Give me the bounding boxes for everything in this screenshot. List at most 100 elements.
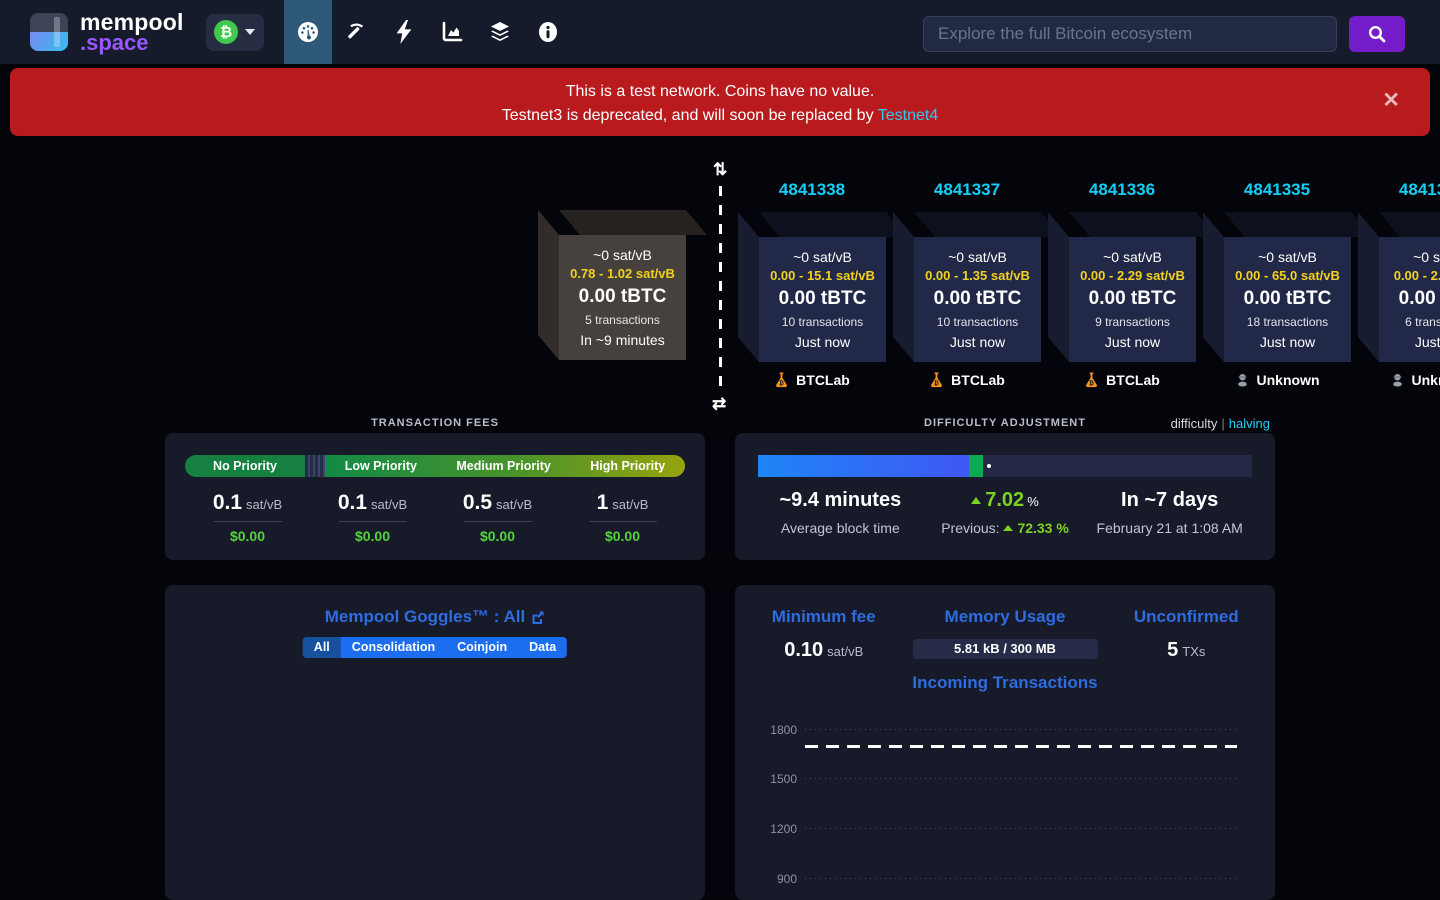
unconfirmed-unit: TXs (1182, 644, 1205, 659)
block-height-link[interactable]: 4841336 (1048, 180, 1196, 200)
memory-usage-label[interactable]: Memory Usage (913, 607, 1098, 627)
divider (339, 521, 407, 522)
nav-dashboard[interactable] (284, 0, 332, 64)
fee-usd: $0.00 (185, 528, 310, 544)
mempool-logo[interactable] (30, 13, 68, 51)
block-height-link[interactable]: 4841335 (1203, 180, 1351, 200)
block-face: ~0 sat/vB 0.00 - 15.1 sat/vB 0.00 tBTC 1… (759, 237, 886, 362)
retarget-date: February 21 at 1:08 AM (1087, 520, 1252, 536)
unknown-miner-icon (1235, 372, 1250, 388)
fee-unit: sat/vB (496, 497, 532, 512)
incoming-transactions-title[interactable]: Incoming Transactions (735, 673, 1275, 693)
block-tx-count: 10 transactions (937, 315, 1018, 329)
difficulty-change-col: 7.02% Previous: 72.33 % (923, 489, 1088, 536)
swap-horizontal-icon[interactable]: ⇄ (712, 394, 726, 414)
miner-link[interactable]: Unknown (1203, 372, 1351, 388)
mempool-fee-range: 0.78 - 1.02 sat/vB (570, 266, 675, 281)
search-area (923, 16, 1405, 52)
fee-unit: sat/vB (612, 497, 648, 512)
block-face: ~0 sat/vB 0.00 - 65.0 sat/vB 0.00 tBTC 1… (1224, 237, 1351, 362)
block-4841334[interactable]: 4841334 ~0 sat/vB 0.00 - 2.4 sat/vB 0.00… (1358, 212, 1440, 362)
minimum-fee-value: 0.10 (784, 639, 823, 661)
nav-about[interactable] (524, 0, 572, 64)
cube-top-face (1069, 212, 1217, 237)
goggles-title-link[interactable]: Mempool Goggles™ : All (165, 607, 705, 627)
unconfirmed-label[interactable]: Unconfirmed (1098, 607, 1276, 627)
goggles-filter-coinjoin[interactable]: Coinjoin (446, 637, 518, 658)
block-fee-range: 0.00 - 15.1 sat/vB (770, 268, 875, 283)
block-4841335[interactable]: 4841335 ~0 sat/vB 0.00 - 65.0 sat/vB 0.0… (1203, 212, 1351, 362)
testnet4-link[interactable]: Testnet4 (878, 107, 938, 124)
fee-bar-stripes (305, 455, 325, 477)
stats-row: Minimum fee 0.10sat/vB Memory Usage 5.81… (735, 607, 1275, 662)
link-separator: | (1221, 416, 1224, 431)
banner-line2: Testnet3 is deprecated, and will soon be… (10, 104, 1430, 128)
nav-charts[interactable] (428, 0, 476, 64)
close-icon[interactable]: ✕ (1382, 90, 1400, 111)
scroll-up-down-icon[interactable]: ⇅ (713, 160, 727, 180)
block-tx-count: 18 transactions (1247, 315, 1328, 329)
fee-usd: $0.00 (560, 528, 685, 544)
gridline-1200 (805, 828, 1240, 829)
previous-label: Previous: (941, 520, 999, 536)
network-selector[interactable]: ₿ (206, 14, 264, 51)
unconfirmed-value: 5 (1167, 639, 1178, 661)
fee-values-row: 0.1sat/vB $0.00 0.1sat/vB $0.00 0.5sat/v… (185, 491, 685, 544)
block-total-btc: 0.00 tBTC (1399, 288, 1440, 310)
miner-link[interactable]: ₿ BTCLab (893, 372, 1041, 388)
cube-left-face (893, 212, 914, 362)
banner-line1: This is a test network. Coins have no va… (10, 80, 1430, 104)
medium-priority-label: Medium Priority (456, 459, 550, 473)
avg-block-time-col: ~9.4 minutes Average block time (758, 489, 923, 536)
cube-top-face (559, 210, 707, 235)
block-median-fee: ~0 sat/vB (1103, 249, 1162, 265)
svg-text:₿: ₿ (934, 380, 939, 387)
halving-link[interactable]: halving (1229, 416, 1270, 431)
block-median-fee: ~0 sat/vB (1413, 249, 1440, 265)
miner-link[interactable]: Unknown (1358, 372, 1440, 388)
chevron-down-icon (245, 29, 255, 35)
external-link-icon (531, 609, 545, 629)
nav-lightning[interactable] (380, 0, 428, 64)
divider (214, 521, 282, 522)
search-input[interactable] (923, 16, 1337, 52)
difficulty-link[interactable]: difficulty (1171, 416, 1218, 431)
minimum-fee-label[interactable]: Minimum fee (735, 607, 913, 627)
lightning-bolt-icon (393, 20, 415, 44)
difficulty-stats-row: ~9.4 minutes Average block time 7.02% Pr… (758, 489, 1252, 536)
goggles-filter-all[interactable]: All (303, 637, 341, 658)
flask-icon: ₿ (774, 372, 789, 388)
mempool-goggles-card: Mempool Goggles™ : All All Consolidation… (165, 585, 705, 900)
block-height-link[interactable]: 4841334 (1358, 180, 1440, 200)
progress-elapsed (758, 455, 969, 477)
miner-link[interactable]: ₿ BTCLab (738, 372, 886, 388)
block-height-link[interactable]: 4841337 (893, 180, 1041, 200)
mempool-tx-count: 5 transactions (585, 313, 660, 327)
nav-layers[interactable] (476, 0, 524, 64)
fee-unit: sat/vB (246, 497, 282, 512)
block-median-fee: ~0 sat/vB (793, 249, 852, 265)
block-height-link[interactable]: 4841338 (738, 180, 886, 200)
block-4841337[interactable]: 4841337 ~0 sat/vB 0.00 - 1.35 sat/vB 0.0… (893, 212, 1041, 362)
mempool-block-face: ~0 sat/vB 0.78 - 1.02 sat/vB 0.00 tBTC 5… (559, 235, 686, 360)
fee-segment-gradient: Low Priority Medium Priority High Priori… (325, 455, 685, 477)
block-4841338[interactable]: 4841338 ~0 sat/vB 0.00 - 15.1 sat/vB 0.0… (738, 212, 886, 362)
goggles-filter-data[interactable]: Data (518, 637, 567, 658)
mempool-total-btc: 0.00 tBTC (579, 286, 667, 308)
memory-usage-badge: 5.81 kB / 300 MB (913, 639, 1098, 659)
difficulty-change-value: 7.02 (985, 489, 1024, 511)
fee-usd: $0.00 (310, 528, 435, 544)
search-button[interactable] (1349, 16, 1405, 52)
block-fee-range: 0.00 - 2.4 sat/vB (1394, 268, 1440, 283)
block-4841336[interactable]: 4841336 ~0 sat/vB 0.00 - 2.29 sat/vB 0.0… (1048, 212, 1196, 362)
nav-mining[interactable] (332, 0, 380, 64)
mempool-projected-block[interactable]: ~0 sat/vB 0.78 - 1.02 sat/vB 0.00 tBTC 5… (538, 210, 686, 360)
goggles-title-text: Mempool Goggles™ : All (325, 607, 526, 626)
brand-text[interactable]: mempool .space (80, 11, 184, 54)
cube-top-face (1224, 212, 1372, 237)
block-face: ~0 sat/vB 0.00 - 2.29 sat/vB 0.00 tBTC 9… (1069, 237, 1196, 362)
goggles-filter-consolidation[interactable]: Consolidation (341, 637, 446, 658)
miner-link[interactable]: ₿ BTCLab (1048, 372, 1196, 388)
block-time: Just now (795, 334, 850, 350)
block-time: Just now (1105, 334, 1160, 350)
